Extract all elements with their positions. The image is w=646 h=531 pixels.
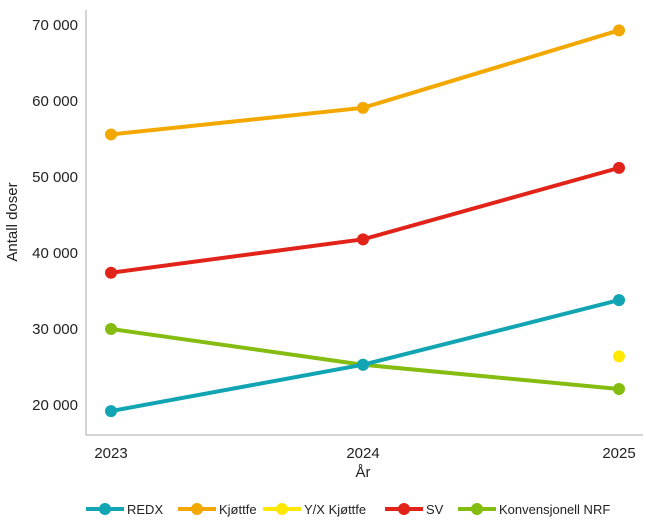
data-point[interactable]: [105, 405, 117, 418]
legend-item[interactable]: Kjøttfe: [178, 502, 257, 517]
y-axis-label: Antall doser: [4, 182, 21, 261]
data-point[interactable]: [357, 101, 369, 114]
legend-item[interactable]: REDX: [86, 502, 163, 517]
x-tick-label: 2024: [346, 445, 379, 462]
series-y-x-kj-ttfe: [613, 350, 625, 363]
legend-marker-icon: [99, 503, 111, 515]
data-point[interactable]: [613, 350, 625, 363]
data-point[interactable]: [613, 294, 625, 307]
y-tick-label: 20 000: [32, 397, 78, 414]
legend-marker-icon: [276, 503, 288, 515]
y-tick-label: 60 000: [32, 93, 78, 110]
series-line: [110, 165, 620, 275]
data-point[interactable]: [357, 358, 369, 371]
data-point[interactable]: [105, 128, 117, 141]
series-kj-ttfe: [105, 24, 625, 141]
y-tick-label: 50 000: [32, 169, 78, 186]
legend-item[interactable]: Konvensjonell NRF: [458, 502, 610, 517]
y-tick-label: 30 000: [32, 321, 78, 338]
data-point[interactable]: [613, 161, 625, 174]
x-tick-label: 2025: [602, 445, 635, 462]
series-konvensjonell-nrf: [105, 323, 625, 396]
data-point[interactable]: [613, 24, 625, 37]
legend-item[interactable]: Y/X Kjøttfe: [263, 502, 366, 517]
legend-label: Kjøttfe: [219, 502, 257, 517]
y-tick-label: 70 000: [32, 17, 78, 34]
legend-marker-icon: [471, 503, 483, 515]
legend-marker-icon: [191, 503, 203, 515]
data-point[interactable]: [357, 233, 369, 246]
legend-label: Konvensjonell NRF: [499, 502, 610, 517]
legend-marker-icon: [398, 503, 410, 515]
legend-label: SV: [426, 502, 444, 517]
series-redx: [105, 294, 625, 418]
series-line: [110, 327, 620, 392]
y-tick-label: 40 000: [32, 245, 78, 262]
data-point[interactable]: [105, 323, 117, 335]
legend-label: REDX: [127, 502, 163, 517]
data-point[interactable]: [613, 383, 625, 396]
series-sv: [105, 161, 625, 279]
legend-item[interactable]: SV: [385, 502, 444, 517]
x-tick-label: 2023: [94, 445, 127, 462]
series-line: [110, 298, 620, 414]
series-line: [110, 28, 620, 137]
data-point[interactable]: [105, 266, 117, 279]
legend-label: Y/X Kjøttfe: [304, 502, 366, 517]
x-axis-label: År: [356, 464, 371, 481]
